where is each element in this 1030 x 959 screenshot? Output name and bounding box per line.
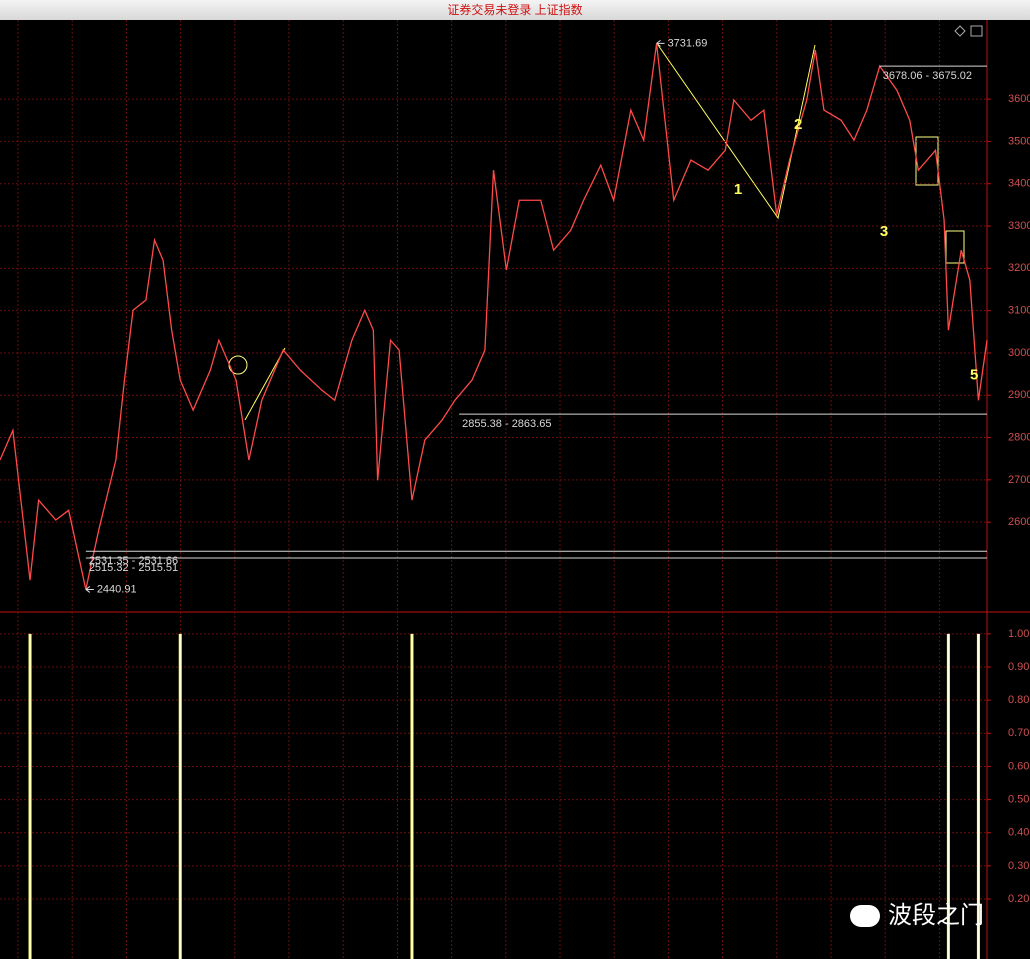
label-arrow xyxy=(85,586,94,593)
y-tick-label: 2600 xyxy=(1008,516,1030,528)
y-tick-label: 3500 xyxy=(1008,135,1030,147)
wave-label: 5 xyxy=(970,366,978,383)
highlight-box xyxy=(915,136,939,186)
y-tick-label: 3200 xyxy=(1008,262,1030,274)
y-tick-label: 0.80 xyxy=(1008,694,1029,706)
y-tick-label: 3600 xyxy=(1008,93,1030,105)
y-tick-label: 3000 xyxy=(1008,347,1030,359)
watermark-text: 波段之门 xyxy=(888,901,984,929)
watermark: 波段之门 xyxy=(850,895,984,930)
y-tick-label: 3300 xyxy=(1008,220,1030,232)
y-tick-label: 0.50 xyxy=(1008,793,1029,805)
y-tick-label: 2700 xyxy=(1008,474,1030,486)
label-arrow xyxy=(656,39,665,47)
y-tick-label: 0.60 xyxy=(1008,760,1029,772)
y-tick-label: 0.20 xyxy=(1008,893,1029,905)
point-label: 3731.69 xyxy=(668,37,708,49)
wave-label: 3 xyxy=(880,223,888,240)
y-tick-label: 0.70 xyxy=(1008,727,1029,739)
level-label: 3678.06 - 3675.02 xyxy=(883,70,972,82)
point-label: 2440.91 xyxy=(97,583,137,595)
y-tick-label: 3100 xyxy=(1008,305,1030,317)
background xyxy=(0,20,1030,959)
highlight-box xyxy=(945,230,965,264)
y-tick-label: 2800 xyxy=(1008,431,1030,443)
wave-label: 2 xyxy=(794,116,802,133)
level-label: 2855.38 - 2863.65 xyxy=(462,418,551,430)
icon[interactable] xyxy=(954,25,966,37)
vertical-grid xyxy=(17,20,940,959)
y-tick-label: 0.30 xyxy=(1008,860,1029,872)
wave-line xyxy=(657,44,816,220)
wave-label: 1 xyxy=(734,181,742,198)
y-tick-label: 2900 xyxy=(1008,389,1030,401)
price-line xyxy=(0,43,988,590)
window-title: 证券交易未登录 上证指数 xyxy=(0,0,1030,20)
y-tick-label: 0.40 xyxy=(1008,827,1029,839)
icon[interactable] xyxy=(970,25,983,37)
y-tick-label: 0.90 xyxy=(1008,661,1029,673)
level-label: 2515.32 - 2515.51 xyxy=(89,562,178,574)
wechat-icon xyxy=(850,905,880,927)
y-tick-label: 3400 xyxy=(1008,178,1030,190)
y-tick-label: 1.00 xyxy=(1008,628,1029,640)
